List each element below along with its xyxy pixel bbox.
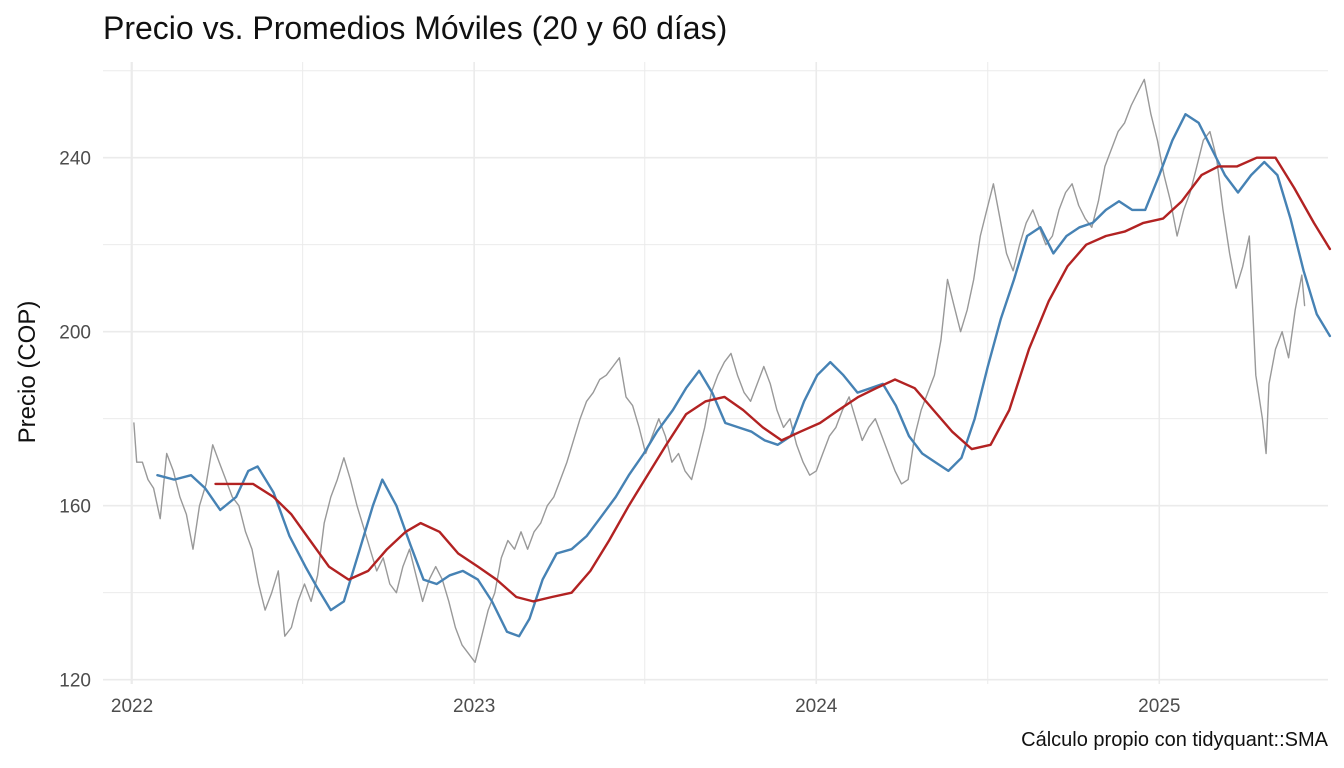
y-tick-label: 120 [59, 671, 91, 692]
y-tick-label: 240 [59, 149, 91, 170]
x-tick-label: 2025 [1138, 696, 1180, 717]
series-layer [133, 78, 1332, 663]
x-tick-label: 2022 [111, 696, 153, 717]
series-line-sma20 [156, 113, 1332, 638]
chart-title: Precio vs. Promedios Móviles (20 y 60 dí… [103, 10, 728, 46]
y-tick-label: 200 [59, 323, 91, 344]
x-tick-label: 2023 [453, 696, 495, 717]
x-tick-label: 2024 [795, 696, 838, 717]
y-tick-label: 160 [59, 497, 91, 518]
tick-labels: 120 160 200 240 2022 2023 2024 2025 [59, 149, 1180, 717]
grid [103, 62, 1328, 684]
series-line-sma60 [214, 156, 1332, 603]
chart-caption: Cálculo propio con tidyquant::SMA [1021, 729, 1328, 751]
series-line-precio [133, 78, 1306, 663]
